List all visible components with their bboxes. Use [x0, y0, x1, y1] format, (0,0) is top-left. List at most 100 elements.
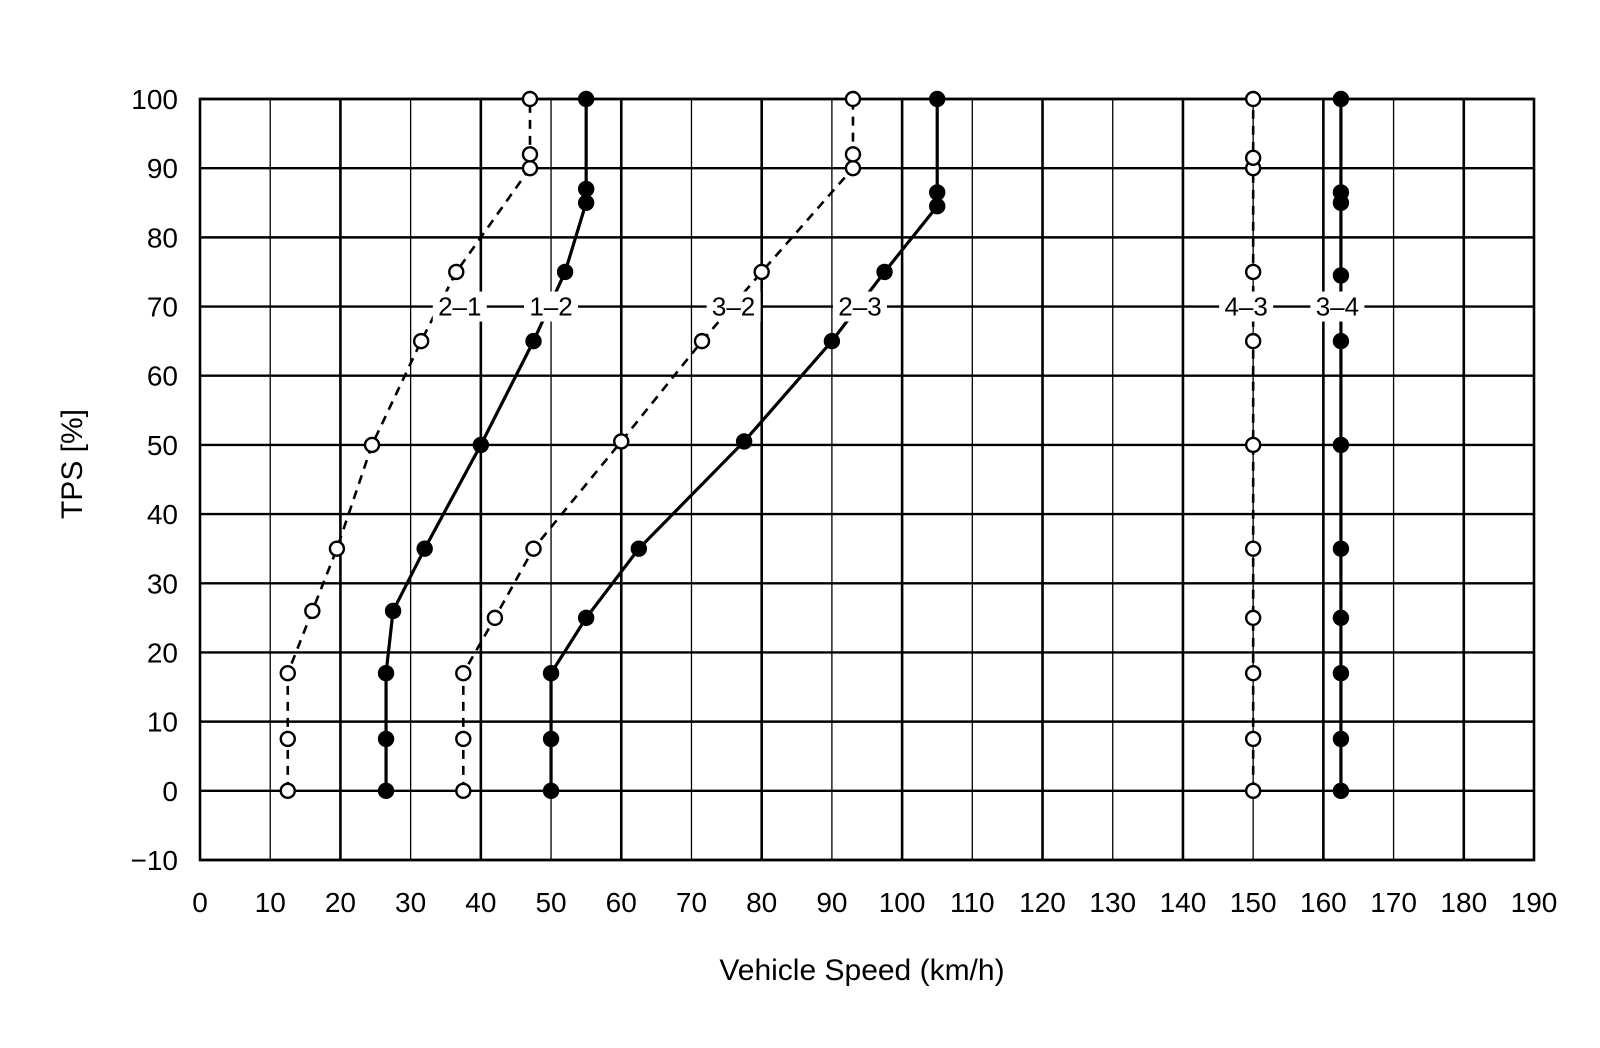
data-point [1244, 782, 1262, 800]
data-point [416, 540, 433, 557]
data-point [1332, 665, 1350, 682]
series-label: 2–1 [438, 292, 481, 322]
x-tick-label: 150 [1230, 887, 1277, 918]
data-point [279, 665, 296, 682]
series-label: 3–2 [712, 292, 755, 322]
data-point [1332, 332, 1350, 350]
series-label-bg [832, 291, 887, 322]
data-point [377, 665, 395, 682]
data-point [1332, 267, 1350, 284]
series-3–2 [455, 90, 862, 800]
y-tick-label: 60 [147, 361, 178, 392]
data-point [1332, 184, 1350, 201]
data-point [577, 194, 595, 211]
data-point [1244, 609, 1262, 627]
tick-labels-layer: 0 10 20 30 40 50 60 70 80 90 100 110 120 130 140 150 160… [131, 84, 1558, 918]
x-tick-label: 100 [879, 887, 926, 918]
series-label-bg [1310, 291, 1365, 322]
x-axis-title: Vehicle Speed (km/h) [719, 954, 1004, 987]
data-point [279, 782, 296, 800]
data-point [542, 730, 560, 748]
series-label-bg [432, 291, 487, 322]
y-tick-label: 90 [147, 153, 178, 184]
series-label: 3–4 [1316, 292, 1359, 322]
data-point [521, 159, 539, 177]
y-tick-label: 80 [147, 222, 178, 253]
data-point [412, 332, 430, 350]
data-point [384, 602, 402, 620]
data-point [1244, 263, 1262, 281]
data-point [630, 540, 648, 557]
data-point [613, 433, 630, 450]
series-3–4 [1332, 90, 1350, 800]
data-point [844, 159, 862, 177]
x-tick-label: 170 [1370, 887, 1417, 918]
data-point [1332, 609, 1350, 627]
data-point [1332, 540, 1350, 557]
data-point [929, 184, 946, 201]
series-2–3 [542, 90, 946, 800]
data-point [1244, 149, 1262, 167]
data-point [448, 263, 465, 281]
y-tick-label: 40 [147, 499, 178, 530]
data-point [753, 263, 770, 281]
x-tick-label: 190 [1511, 887, 1558, 918]
y-tick-label: −10 [131, 845, 179, 876]
data-point [304, 602, 321, 620]
x-tick-label: 70 [676, 887, 707, 918]
x-tick-label: 40 [465, 887, 496, 918]
grid-layer [198, 97, 1536, 862]
data-point [486, 609, 504, 627]
data-point [328, 540, 346, 557]
series-label: 2–3 [838, 292, 881, 322]
data-point [279, 730, 296, 748]
y-tick-label: 100 [131, 84, 178, 115]
data-point [1244, 665, 1262, 682]
x-tick-label: 90 [816, 887, 847, 918]
data-point [521, 90, 539, 108]
data-point [556, 263, 574, 281]
x-tick-label: 50 [535, 887, 566, 918]
data-point [693, 332, 711, 350]
x-tick-label: 0 [192, 887, 208, 918]
data-point [1332, 436, 1350, 454]
series-label: 4–3 [1224, 292, 1267, 322]
data-point [1332, 90, 1350, 108]
series-2–1 [279, 90, 539, 800]
data-point [929, 198, 946, 215]
x-tick-label: 160 [1300, 887, 1347, 918]
data-point [377, 730, 395, 748]
data-point [1332, 782, 1350, 800]
y-tick-label: 50 [147, 430, 178, 461]
data-point [525, 540, 542, 557]
data-point [377, 782, 395, 800]
data-point [1244, 730, 1262, 748]
data-point [521, 146, 539, 163]
data-point [1244, 90, 1262, 108]
data-point [823, 332, 841, 350]
series-layer [279, 90, 1350, 800]
y-tick-label: 20 [147, 637, 178, 668]
data-point [577, 90, 595, 108]
y-tick-label: 0 [162, 776, 178, 807]
x-tick-label: 120 [1019, 887, 1066, 918]
y-tick-label: 30 [147, 568, 178, 599]
data-point [455, 730, 472, 748]
x-tick-label: 110 [950, 887, 995, 918]
data-point [876, 263, 893, 281]
series-label-bg [1219, 291, 1274, 322]
data-point [472, 436, 490, 454]
x-tick-label: 20 [325, 887, 356, 918]
y-axis-title: TPS [%] [56, 409, 89, 519]
x-tick-label: 80 [746, 887, 777, 918]
data-point [1244, 332, 1262, 350]
y-tick-label: 70 [147, 292, 178, 323]
x-tick-label: 140 [1160, 887, 1207, 918]
series-1–2 [377, 90, 595, 800]
series-label-bg [706, 291, 761, 322]
data-point [525, 332, 542, 350]
data-point [1244, 540, 1262, 557]
data-point [735, 433, 753, 450]
